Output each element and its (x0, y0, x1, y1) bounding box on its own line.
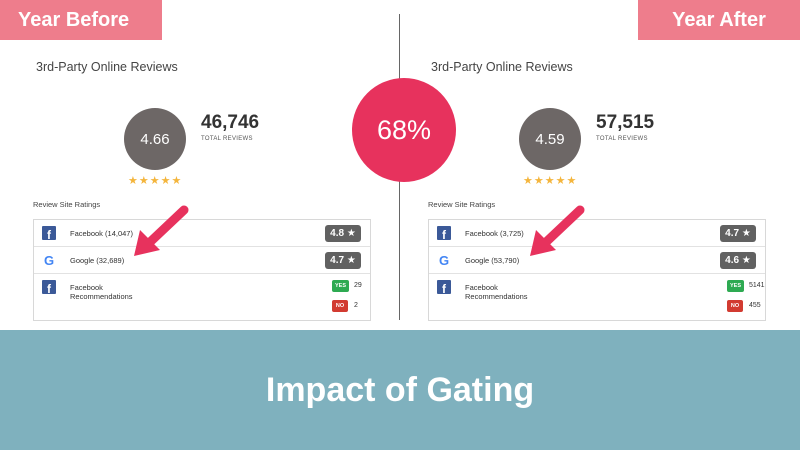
banner-title: Impact of Gating (265, 370, 535, 409)
review-site-ratings-label: Review Site Ratings (33, 200, 101, 209)
review-summary: 4.59 ★★★★★ 57,515 TOTAL REVIEWS (428, 74, 768, 192)
rating-pill: 4.7 ★ (720, 225, 756, 242)
no-badge: NO (727, 300, 743, 312)
facebook-icon: f (437, 280, 451, 296)
site-name: Facebook (14,047) (70, 229, 133, 238)
change-percent-circle: 68% (352, 78, 456, 182)
rating-pill: 4.8 ★ (325, 225, 361, 242)
year-after-tag: Year After (638, 0, 800, 40)
table-row: f Facebook (14,047) 4.8 ★ (34, 220, 370, 247)
no-badge: NO (332, 300, 348, 312)
site-name-line2: Recommendations (465, 292, 528, 301)
rating-pill: 4.7 ★ (325, 252, 361, 269)
review-site-table: f Facebook (3,725) 4.7 ★ G Google (53,79… (428, 219, 766, 321)
google-icon: G (43, 252, 55, 268)
table-row: f Facebook Recommendations YES 5141 NO 4… (429, 274, 765, 320)
facebook-icon: f (42, 226, 56, 242)
site-name: Google (53,790) (465, 256, 520, 265)
table-row: G Google (53,790) 4.6 ★ (429, 247, 765, 274)
total-reviews-count: 46,746 (201, 112, 260, 133)
review-panel-after: 3rd-Party Online Reviews 4.59 ★★★★★ 57,5… (428, 60, 768, 321)
star-rating: ★★★★★ (128, 175, 183, 187)
site-name-line1: Facebook (70, 283, 103, 292)
table-row: f Facebook (3,725) 4.7 ★ (429, 220, 765, 247)
site-name: Facebook (3,725) (465, 229, 524, 238)
google-icon: G (438, 252, 450, 268)
yes-badge: YES (332, 280, 349, 292)
arrow-icon (134, 205, 189, 256)
total-reviews-label: TOTAL REVIEWS (596, 136, 648, 142)
facebook-icon: f (437, 226, 451, 242)
yes-count: 29 (354, 282, 362, 289)
site-name-line1: Facebook (465, 283, 498, 292)
review-site-table: f Facebook (14,047) 4.8 ★ G Google (32,6… (33, 219, 371, 321)
total-reviews-count: 57,515 (596, 112, 655, 133)
panel-title: 3rd-Party Online Reviews (36, 60, 178, 74)
review-summary: 4.66 ★★★★★ 46,746 TOTAL REVIEWS (33, 74, 373, 192)
yes-count: 5141 (749, 282, 765, 289)
bottom-banner: Impact of Gating (0, 330, 800, 450)
year-before-tag: Year Before (0, 0, 162, 40)
review-panel-before: 3rd-Party Online Reviews 4.66 ★★★★★ 46,7… (33, 60, 373, 321)
facebook-icon: f (42, 280, 56, 296)
site-name: Facebook Recommendations (70, 283, 133, 301)
average-score-circle: 4.59 (519, 108, 581, 170)
panel-title: 3rd-Party Online Reviews (431, 60, 573, 74)
review-site-ratings-label: Review Site Ratings (428, 200, 496, 209)
no-count: 2 (354, 302, 358, 309)
no-count: 455 (749, 302, 761, 309)
rating-pill: 4.6 ★ (720, 252, 756, 269)
arrow-icon (530, 205, 585, 256)
average-score-circle: 4.66 (124, 108, 186, 170)
table-row: G Google (32,689) 4.7 ★ (34, 247, 370, 274)
site-name: Facebook Recommendations (465, 283, 528, 301)
table-row: f Facebook Recommendations YES 29 NO 2 (34, 274, 370, 320)
star-rating: ★★★★★ (523, 175, 578, 187)
site-name-line2: Recommendations (70, 292, 133, 301)
site-name: Google (32,689) (70, 256, 125, 265)
total-reviews-label: TOTAL REVIEWS (201, 136, 253, 142)
yes-badge: YES (727, 280, 744, 292)
